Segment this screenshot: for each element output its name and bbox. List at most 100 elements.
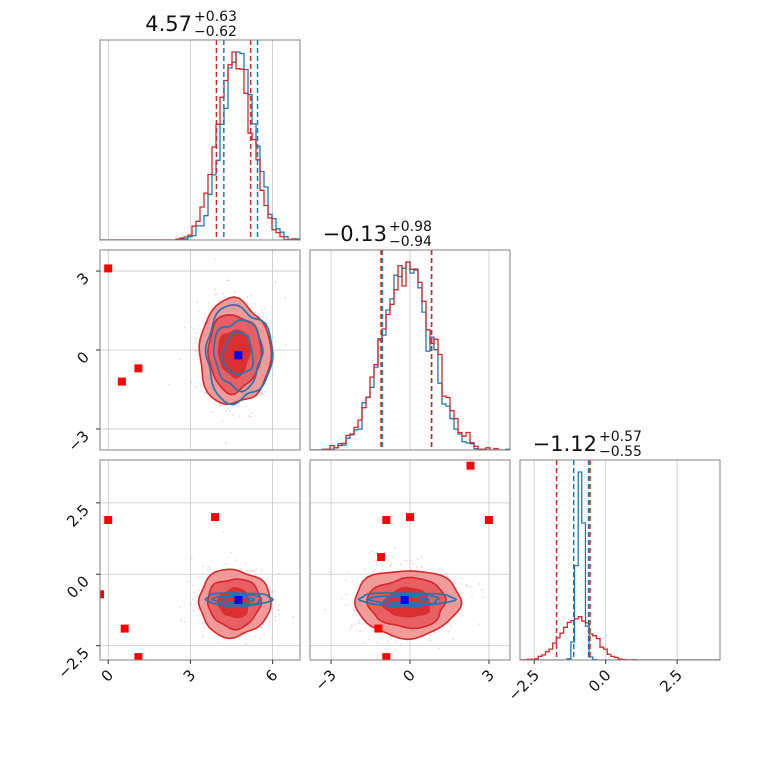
panel-1-1	[330, 250, 490, 450]
outlier-marker	[134, 653, 143, 660]
histogram-panel-2	[520, 460, 720, 660]
sample-point	[207, 573, 209, 576]
sample-point	[371, 571, 374, 573]
sample-point	[452, 579, 455, 582]
sample-point	[347, 571, 350, 574]
sample-point	[368, 638, 371, 641]
panel-0-0	[107, 40, 274, 240]
sample-point	[234, 559, 237, 562]
sample-point	[273, 591, 275, 593]
red-histogram-line	[520, 616, 720, 660]
sample-point	[250, 306, 253, 308]
sample-point	[324, 608, 326, 611]
sample-point	[197, 608, 199, 611]
sample-point	[246, 296, 249, 298]
sample-point	[416, 566, 418, 569]
sample-point	[434, 631, 436, 634]
sample-point	[449, 625, 452, 628]
blue-histogram-line	[520, 471, 720, 660]
sample-point	[351, 580, 354, 583]
sample-point	[194, 595, 197, 598]
sample-point	[410, 559, 413, 562]
sample-point	[215, 293, 218, 296]
sample-point	[275, 281, 278, 284]
sample-point	[271, 608, 274, 611]
x-tick-label: 2.5	[656, 666, 686, 696]
sample-point	[206, 568, 209, 571]
panel-2-0	[100, 460, 300, 660]
sample-point	[349, 627, 351, 630]
sample-point	[204, 391, 207, 394]
sample-point	[461, 608, 463, 611]
sample-point	[192, 328, 195, 331]
x-tick-label: 3	[180, 666, 199, 685]
histogram-panel-0	[100, 40, 300, 240]
x-tick-label: 0.0	[585, 666, 615, 696]
panel-2-1	[310, 460, 510, 660]
sample-point	[354, 623, 357, 625]
outlier-marker	[382, 653, 391, 660]
sample-point	[248, 415, 251, 418]
sample-point	[254, 635, 256, 638]
sample-point	[244, 405, 247, 408]
sample-point	[239, 645, 242, 647]
sample-point	[390, 563, 392, 565]
sample-point	[264, 307, 266, 310]
sample-point	[344, 579, 347, 582]
sample-point	[395, 640, 398, 643]
sample-point	[211, 411, 214, 414]
sample-point	[259, 394, 262, 396]
outlier-marker	[382, 516, 391, 524]
sample-point	[277, 603, 280, 606]
sample-point	[168, 383, 171, 386]
param-title-minus: −0.94	[389, 234, 432, 250]
sample-point	[187, 581, 189, 583]
sample-point	[246, 570, 249, 572]
sample-point	[478, 623, 481, 625]
y-tick-label: 2.5	[63, 501, 93, 531]
sample-point	[469, 585, 471, 588]
sample-point	[406, 560, 408, 562]
sample-point	[389, 564, 391, 567]
sample-point	[203, 627, 206, 630]
sample-point	[358, 619, 360, 622]
sample-point	[448, 630, 451, 633]
sample-point	[197, 576, 200, 578]
sample-point	[195, 332, 198, 334]
sample-point	[438, 629, 441, 632]
sample-point	[180, 619, 182, 622]
outlier-marker	[120, 624, 129, 633]
x-tick-label: −2.5	[505, 666, 543, 704]
sample-point	[273, 336, 275, 338]
sample-point	[199, 384, 202, 386]
truth-marker	[400, 596, 409, 604]
outlier-marker	[466, 461, 475, 470]
sample-point	[194, 386, 197, 388]
sample-point	[345, 593, 347, 595]
sample-point	[375, 563, 378, 566]
sample-point	[240, 567, 242, 570]
panel-2-2	[533, 460, 678, 660]
param-title-value: −0.13	[323, 222, 387, 246]
truth-marker	[234, 351, 243, 360]
sample-point	[225, 441, 228, 444]
sample-point	[250, 294, 253, 297]
sample-point	[245, 643, 248, 645]
sample-point	[217, 641, 220, 644]
sample-point	[225, 410, 227, 412]
y-tick-label: −3	[64, 427, 92, 455]
panel-frame	[99, 39, 301, 241]
sample-point	[471, 596, 473, 598]
sample-point	[229, 409, 231, 412]
sample-point	[358, 622, 360, 625]
sample-point	[191, 598, 194, 601]
panel-frame	[309, 249, 511, 451]
sample-point	[201, 585, 204, 587]
sample-point	[202, 565, 205, 568]
sample-point	[259, 626, 262, 628]
sample-point	[275, 341, 278, 343]
red-contour-line	[353, 570, 463, 641]
param-title-value: −1.12	[533, 432, 597, 456]
sample-point	[259, 637, 262, 640]
sample-point	[478, 583, 480, 585]
